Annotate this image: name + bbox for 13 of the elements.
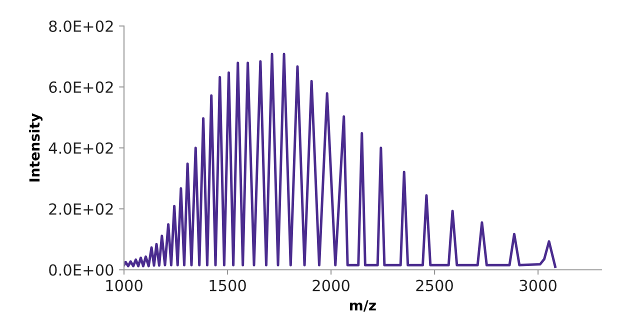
y-tick-label: 2.0E+02 <box>49 203 113 215</box>
line-series <box>124 52 556 268</box>
x-tick-label: 1000 <box>106 280 142 292</box>
y-tick-label: 4.0E+02 <box>48 142 113 154</box>
x-tick-label: 3000 <box>520 280 556 292</box>
y-axis-title: Intensity <box>28 113 43 182</box>
x-tick-label: 2500 <box>416 280 453 292</box>
y-tick-label: 8.0E+02 <box>49 20 113 32</box>
x-tick-label: 1500 <box>210 280 246 292</box>
x-tick-label: 2000 <box>312 280 350 292</box>
x-axis-title: m/z <box>350 300 376 312</box>
y-tick-label: 6.0E+02 <box>49 81 113 93</box>
y-tick-label: 0.0E+00 <box>49 264 114 276</box>
